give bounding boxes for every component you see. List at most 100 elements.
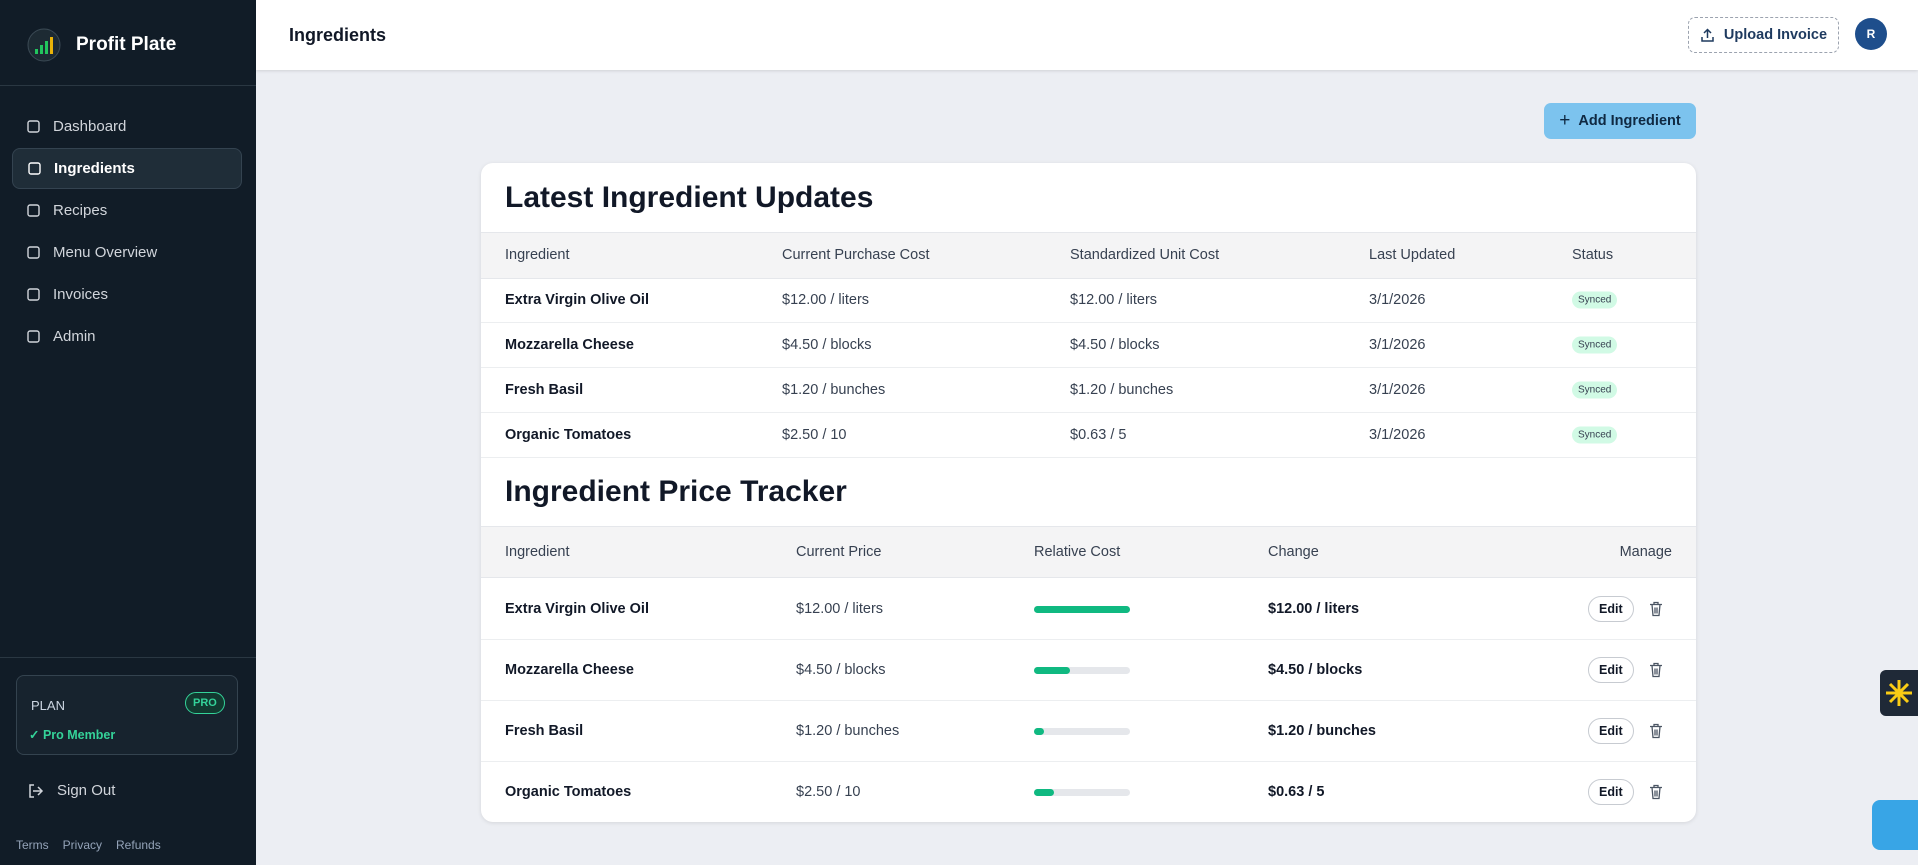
plan-card: PLAN PRO ✓ Pro Member: [16, 675, 238, 755]
relative-cost-bar: [1034, 728, 1044, 735]
table-cell: $4.50 / blocks: [1070, 337, 1160, 353]
sign-out-label: Sign Out: [57, 782, 116, 799]
ingredient-card: Latest Ingredient Updates Ingredient Curre…: [481, 163, 1696, 822]
edit-button[interactable]: Edit: [1588, 596, 1634, 622]
delete-button[interactable]: [1649, 784, 1663, 800]
table-cell: $12.00 / liters: [782, 292, 870, 308]
table-cell: $0.63 / 5: [1070, 427, 1127, 443]
nav-label: Menu Overview: [53, 244, 158, 261]
column-header: Last Updated: [1369, 247, 1456, 263]
section-title: Ingredient Price Tracker: [505, 475, 847, 508]
table-cell: $4.50 / blocks: [796, 662, 886, 678]
column-header: Current Price: [796, 544, 882, 560]
delete-button[interactable]: [1649, 723, 1663, 739]
table-cell: 3/1/2026: [1369, 337, 1426, 353]
nav-label: Invoices: [53, 286, 109, 303]
table-cell: $12.00 / liters: [796, 601, 884, 617]
table-cell: Fresh Basil: [505, 723, 584, 739]
nav-label: Admin: [53, 328, 96, 345]
column-header: Change: [1268, 544, 1319, 560]
plan-label: PLAN: [31, 698, 65, 713]
column-header: Manage: [1619, 544, 1672, 560]
column-header: Ingredient: [505, 247, 570, 263]
sidebar: Profit Plate Dashboard Ingredients Recipes…: [0, 0, 256, 865]
bar-track: [1034, 789, 1130, 796]
column-header: Relative Cost: [1034, 544, 1121, 560]
column-header: Status: [1572, 247, 1614, 263]
nav-item[interactable]: Ingredients: [12, 148, 242, 189]
widget[interactable]: [1880, 670, 1918, 716]
edit-button[interactable]: Edit: [1588, 779, 1634, 805]
upload-label: Upload Invoice: [1723, 27, 1828, 43]
table-row: [481, 322, 1696, 323]
avatar[interactable]: R: [1855, 18, 1887, 50]
logo: [27, 28, 61, 62]
table-cell: $2.50 / 10: [796, 784, 861, 800]
status-badge: Synced: [1572, 291, 1618, 309]
status-badge: Synced: [1572, 336, 1618, 354]
plan-badge: PRO: [185, 692, 225, 714]
table-cell: $1.20 / bunches: [1268, 723, 1376, 739]
brand: Profit Plate: [76, 34, 177, 55]
table-cell: Extra Virgin Olive Oil: [505, 292, 649, 308]
nav-item[interactable]: Invoices: [12, 274, 242, 315]
table-row: [481, 457, 1696, 458]
nav-label: Recipes: [53, 202, 108, 219]
delete-button[interactable]: [1649, 662, 1663, 678]
table-cell: $1.20 / bunches: [796, 723, 900, 739]
table-cell: $4.50 / blocks: [782, 337, 872, 353]
table-cell: Extra Virgin Olive Oil: [505, 601, 649, 617]
status-badge: Synced: [1572, 381, 1618, 399]
table-cell: $12.00 / liters: [1268, 601, 1360, 617]
table-cell: 3/1/2026: [1369, 292, 1426, 308]
bar-track: [1034, 728, 1130, 735]
nav-item[interactable]: Admin: [12, 316, 242, 357]
column-header: Standardized Unit Cost: [1070, 247, 1220, 263]
column-header: Current Purchase Cost: [782, 247, 930, 263]
header-row: [481, 232, 1696, 279]
table-row: [481, 639, 1696, 640]
launcher[interactable]: [1872, 800, 1918, 850]
footer-link[interactable]: Refunds: [116, 838, 161, 852]
nav-label: Ingredients: [54, 160, 135, 177]
table-cell: $0.63 / 5: [1268, 784, 1325, 800]
table-row: [481, 367, 1696, 368]
upload-invoice-button[interactable]: Upload Invoice: [1688, 17, 1839, 53]
table-row: [481, 412, 1696, 413]
table-cell: $4.50 / blocks: [1268, 662, 1363, 678]
table-cell: 3/1/2026: [1369, 427, 1426, 443]
nav-label: Dashboard: [53, 118, 127, 135]
delete-button[interactable]: [1649, 601, 1663, 617]
footer-link[interactable]: Terms: [16, 838, 49, 852]
header: Ingredients Upload Invoice R: [256, 0, 1918, 70]
edit-button[interactable]: Edit: [1588, 657, 1634, 683]
footer-link[interactable]: Privacy: [62, 838, 103, 852]
relative-cost-bar: [1034, 667, 1071, 674]
edit-button[interactable]: Edit: [1588, 718, 1634, 744]
status-badge: Synced: [1572, 426, 1618, 444]
table-cell: $2.50 / 10: [782, 427, 847, 443]
table-row: [481, 761, 1696, 762]
sign-out[interactable]: Sign Out: [28, 782, 115, 799]
relative-cost-bar: [1034, 606, 1130, 613]
table-cell: $12.00 / liters: [1070, 292, 1158, 308]
table-cell: Mozzarella Cheese: [505, 337, 634, 353]
relative-cost-bar: [1034, 789, 1055, 796]
section-title: Latest Ingredient Updates: [505, 181, 874, 214]
table-cell: $1.20 / bunches: [782, 382, 886, 398]
table-cell: Fresh Basil: [505, 382, 584, 398]
plan-status: ✓ Pro Member: [29, 728, 116, 742]
header-row: [481, 526, 1696, 578]
nav-item[interactable]: Dashboard: [12, 106, 242, 147]
divider: [0, 85, 256, 86]
nav-item[interactable]: Recipes: [12, 190, 242, 231]
bar-track: [1034, 667, 1130, 674]
table-cell: $1.20 / bunches: [1070, 382, 1174, 398]
add-label: Add Ingredient: [1578, 113, 1681, 129]
table-cell: Organic Tomatoes: [505, 784, 632, 800]
table-cell: Organic Tomatoes: [505, 427, 632, 443]
nav-item[interactable]: Menu Overview: [12, 232, 242, 273]
table-cell: Mozzarella Cheese: [505, 662, 634, 678]
add-ingredient-button[interactable]: + Add Ingredient: [1544, 103, 1696, 139]
